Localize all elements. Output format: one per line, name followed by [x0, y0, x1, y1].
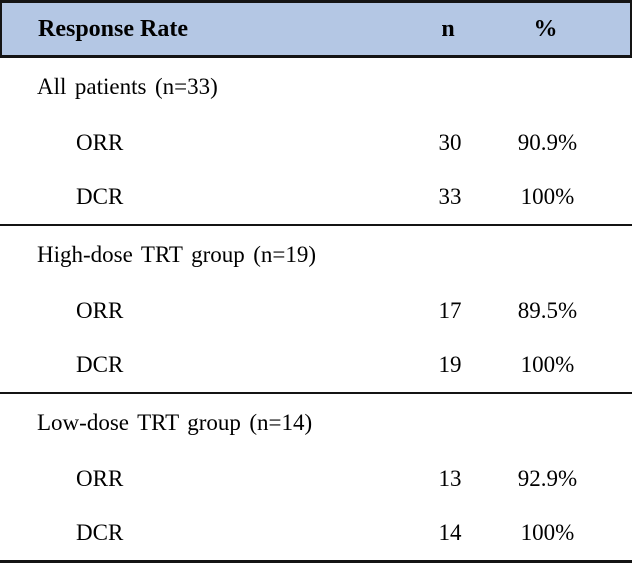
row-n-value: 14 — [438, 520, 462, 545]
row-pct-value: 90.9% — [517, 130, 578, 155]
row-n-value: 33 — [438, 184, 462, 209]
section-title: High-dose TRT group (n=19) — [37, 242, 317, 267]
section-title: All patients (n=33) — [37, 74, 218, 99]
row-pct-value: 89.5% — [517, 298, 578, 323]
row-pct-value: 92.9% — [517, 466, 578, 491]
header-response-rate: Response Rate — [38, 15, 188, 42]
table-header-row: Response Rate n % — [0, 0, 632, 58]
row-label: DCR — [76, 184, 124, 209]
row-pct-value: 100% — [520, 520, 575, 545]
section-title-row: High-dose TRT group (n=19) — [0, 226, 632, 284]
row-label: ORR — [76, 298, 124, 323]
table-row: DCR 33 100% — [0, 170, 632, 224]
row-label: ORR — [76, 466, 124, 491]
section-title-row: Low-dose TRT group (n=14) — [0, 394, 632, 452]
section-title: Low-dose TRT group (n=14) — [37, 410, 313, 435]
section-high-dose: High-dose TRT group (n=19) ORR 17 89.5% … — [0, 226, 632, 394]
table-row: DCR 19 100% — [0, 338, 632, 392]
section-low-dose: Low-dose TRT group (n=14) ORR 13 92.9% D… — [0, 394, 632, 563]
table-row: ORR 30 90.9% — [0, 116, 632, 170]
section-title-row: All patients (n=33) — [0, 58, 632, 116]
row-pct-value: 100% — [520, 352, 575, 377]
table-row: ORR 17 89.5% — [0, 284, 632, 338]
row-n-value: 19 — [438, 352, 462, 377]
row-n-value: 30 — [438, 130, 462, 155]
row-label: DCR — [76, 520, 124, 545]
row-n-value: 17 — [438, 298, 462, 323]
row-label: DCR — [76, 352, 124, 377]
row-pct-value: 100% — [520, 184, 575, 209]
header-percent: % — [533, 15, 558, 42]
row-n-value: 13 — [438, 466, 462, 491]
table-row: ORR 13 92.9% — [0, 452, 632, 506]
row-label: ORR — [76, 130, 124, 155]
section-all-patients: All patients (n=33) ORR 30 90.9% DCR 33 … — [0, 58, 632, 226]
table-row: DCR 14 100% — [0, 506, 632, 560]
header-n: n — [441, 15, 455, 42]
